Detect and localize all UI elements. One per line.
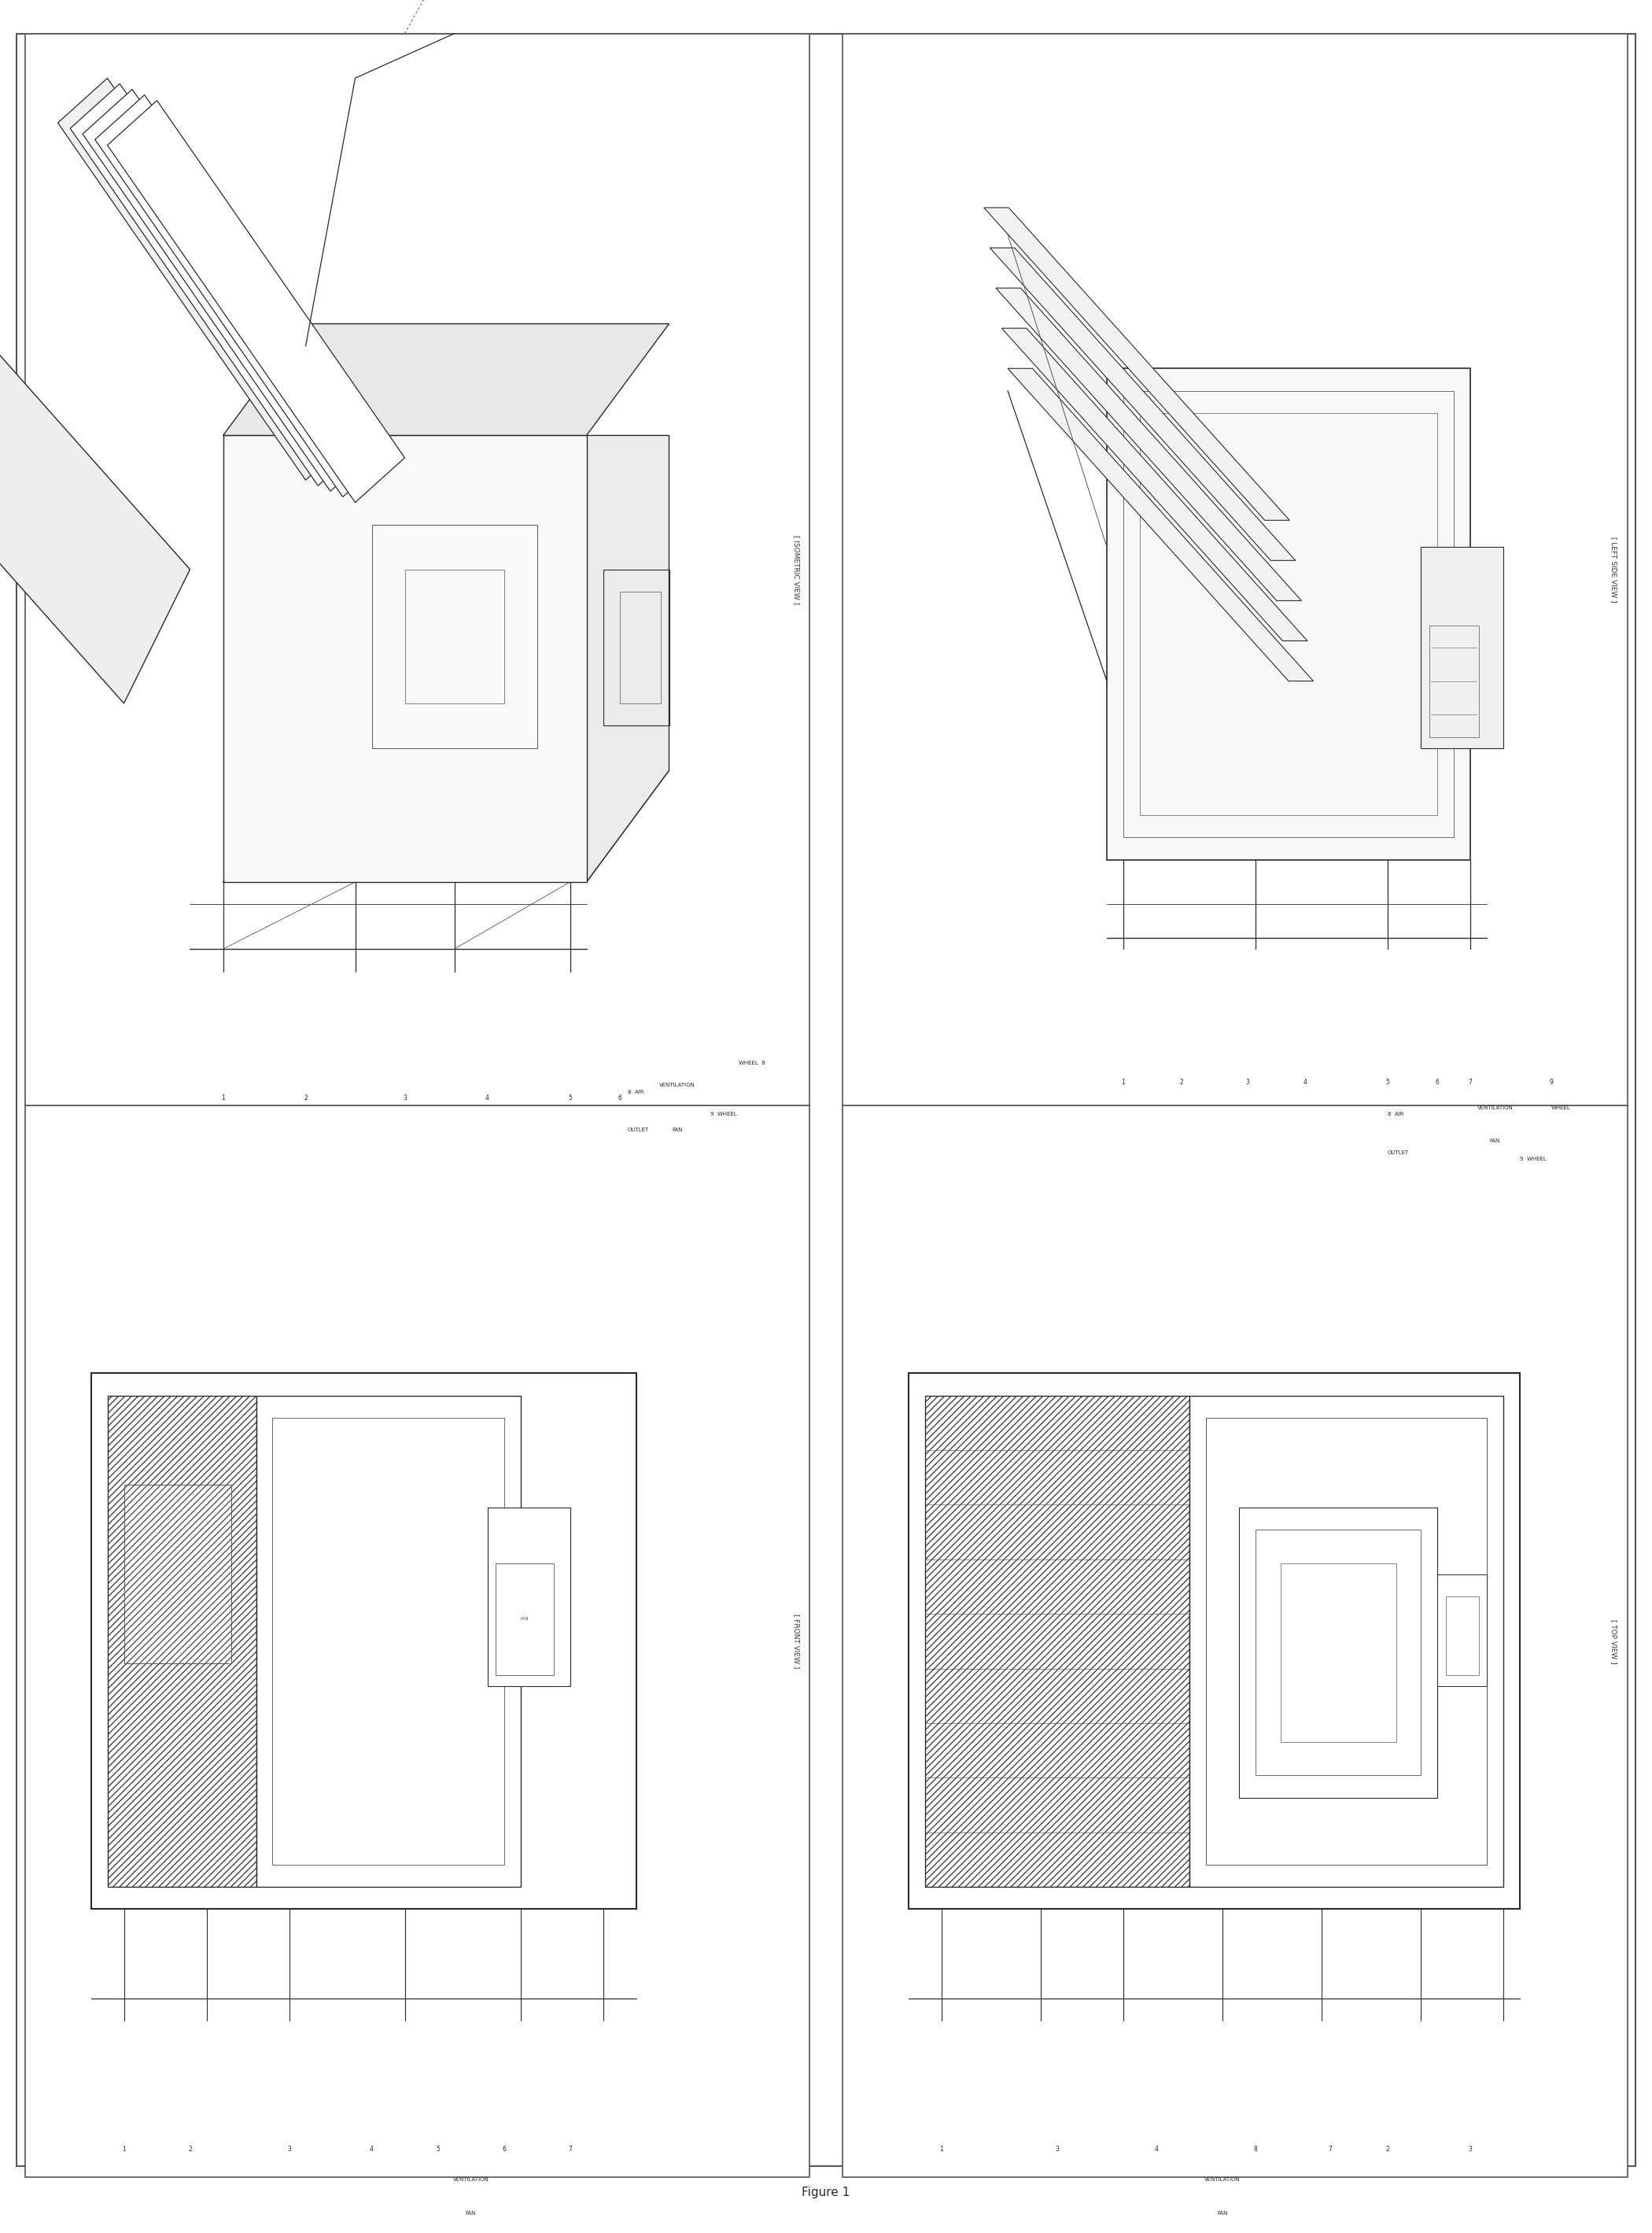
Text: FAN: FAN <box>672 1128 682 1132</box>
Text: 1: 1 <box>940 2146 943 2153</box>
Bar <box>107 1396 256 1887</box>
Text: WHEEL: WHEEL <box>1551 1105 1571 1110</box>
Text: [ ISOMETRIC VIEW ]: [ ISOMETRIC VIEW ] <box>793 534 800 605</box>
Text: 7: 7 <box>568 2146 572 2153</box>
Bar <box>405 569 504 703</box>
Bar <box>843 1105 1627 2177</box>
Bar <box>1206 1418 1487 1865</box>
Bar <box>909 1373 1520 1909</box>
Text: 3: 3 <box>1469 2146 1472 2153</box>
Bar <box>603 569 669 726</box>
Bar <box>843 33 1627 1105</box>
Bar <box>1189 1396 1503 1887</box>
Text: FAN: FAN <box>1490 1139 1500 1143</box>
Text: FAN: FAN <box>520 1617 529 1621</box>
Bar <box>620 592 661 703</box>
Text: 5: 5 <box>436 2146 439 2153</box>
Text: 2: 2 <box>1386 2146 1389 2153</box>
Polygon shape <box>0 346 190 703</box>
Text: 4: 4 <box>1303 1079 1307 1085</box>
Bar <box>372 525 537 748</box>
Text: FAN: FAN <box>1218 2211 1227 2215</box>
Text: 7: 7 <box>1469 1079 1472 1085</box>
Polygon shape <box>223 435 586 882</box>
Polygon shape <box>58 78 355 480</box>
Text: 8  AIR: 8 AIR <box>628 1090 644 1094</box>
Bar <box>1140 413 1437 815</box>
Text: 6: 6 <box>502 2146 506 2153</box>
Bar <box>1256 1530 1421 1775</box>
Polygon shape <box>223 324 669 435</box>
Bar <box>487 1507 570 1686</box>
Text: 6: 6 <box>618 1094 621 1101</box>
Polygon shape <box>1001 328 1307 641</box>
Bar <box>273 1418 504 1865</box>
Text: 9: 9 <box>1550 1079 1553 1085</box>
Bar <box>1429 625 1479 737</box>
Polygon shape <box>83 89 380 491</box>
Bar <box>925 1396 1189 1887</box>
Text: FAN: FAN <box>466 2211 476 2215</box>
Text: 3: 3 <box>403 1094 406 1101</box>
Text: 4: 4 <box>370 2146 373 2153</box>
Text: 3: 3 <box>1056 2146 1059 2153</box>
Text: OUTLET: OUTLET <box>1388 1150 1409 1154</box>
Text: 6: 6 <box>1436 1079 1439 1085</box>
Text: 1: 1 <box>221 1094 225 1101</box>
Text: 5: 5 <box>568 1094 572 1101</box>
Bar <box>107 1396 256 1887</box>
Bar <box>25 1105 809 2177</box>
Polygon shape <box>985 208 1290 520</box>
Bar <box>256 1396 520 1887</box>
Text: 1: 1 <box>122 2146 126 2153</box>
Bar <box>25 33 809 1105</box>
Text: 7: 7 <box>1328 2146 1332 2153</box>
Text: VENTILATION: VENTILATION <box>659 1083 695 1087</box>
Bar <box>124 1485 231 1664</box>
Text: 4: 4 <box>1155 2146 1158 2153</box>
Text: 2: 2 <box>304 1094 307 1101</box>
Polygon shape <box>996 288 1302 601</box>
Bar <box>1421 547 1503 748</box>
Text: [ TOP VIEW ]: [ TOP VIEW ] <box>1611 1619 1617 1664</box>
Text: Figure 1: Figure 1 <box>801 2186 851 2200</box>
Polygon shape <box>586 435 669 882</box>
Polygon shape <box>223 770 669 882</box>
Text: VENTILATION: VENTILATION <box>453 2177 489 2182</box>
Text: 2: 2 <box>1180 1079 1183 1085</box>
Text: 4: 4 <box>486 1094 489 1101</box>
Bar <box>496 1563 553 1675</box>
Bar <box>1446 1597 1479 1675</box>
Bar <box>1437 1574 1487 1686</box>
Text: VENTILATION: VENTILATION <box>1477 1105 1513 1110</box>
Bar <box>1107 368 1470 860</box>
Text: VENTILATION: VENTILATION <box>1204 2177 1241 2182</box>
Bar <box>1239 1507 1437 1798</box>
Text: 3: 3 <box>287 2146 291 2153</box>
Bar <box>925 1396 1189 1887</box>
Bar <box>124 1485 231 1664</box>
Bar <box>1280 1563 1396 1742</box>
Bar <box>91 1373 636 1909</box>
Polygon shape <box>69 83 367 485</box>
Text: 5: 5 <box>1386 1079 1389 1085</box>
Polygon shape <box>107 100 405 502</box>
Polygon shape <box>1008 368 1313 681</box>
Bar <box>1123 391 1454 837</box>
Text: 3: 3 <box>1246 1079 1249 1085</box>
Text: WHEEL  8: WHEEL 8 <box>738 1061 765 1065</box>
Text: 9  WHEEL: 9 WHEEL <box>710 1112 737 1116</box>
Text: 1: 1 <box>1122 1079 1125 1085</box>
Text: 8  AIR: 8 AIR <box>1388 1112 1404 1116</box>
Text: 2: 2 <box>188 2146 192 2153</box>
Polygon shape <box>96 94 393 496</box>
Text: [ LEFT SIDE VIEW ]: [ LEFT SIDE VIEW ] <box>1611 536 1617 603</box>
Text: OUTLET: OUTLET <box>628 1128 649 1132</box>
Polygon shape <box>990 248 1295 560</box>
Text: 8: 8 <box>1254 2146 1257 2153</box>
Text: 9  WHEEL: 9 WHEEL <box>1520 1157 1546 1161</box>
Text: [ FRONT VIEW ]: [ FRONT VIEW ] <box>793 1614 800 1668</box>
